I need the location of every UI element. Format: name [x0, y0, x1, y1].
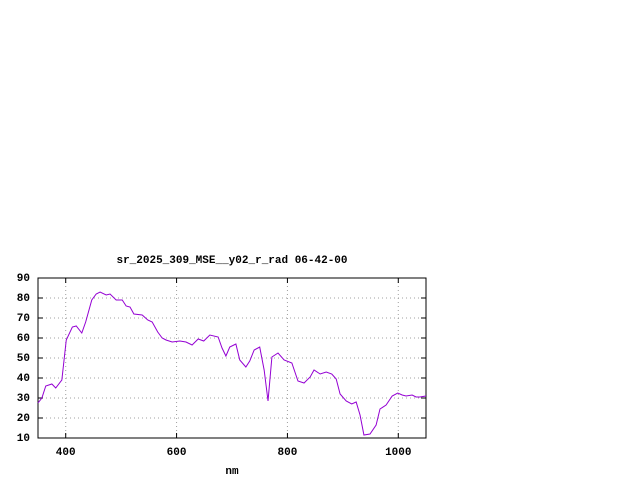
y-tick-label: 40: [17, 373, 30, 385]
plot-frame: [37, 277, 427, 439]
x-tick-label: 600: [167, 447, 187, 459]
data-line: [37, 291, 427, 436]
y-tick-label: 20: [17, 413, 30, 425]
x-axis-label: nm: [225, 466, 239, 478]
chart-title: sr_2025_309_MSE__y02_r_rad 06-42-00: [116, 255, 347, 267]
y-tick-label: 10: [17, 433, 30, 445]
y-tick-label: 50: [17, 353, 30, 365]
y-tick-label: 80: [17, 293, 30, 305]
y-tick-label: 70: [17, 313, 30, 325]
y-tick-label: 90: [17, 273, 30, 285]
y-tick-label: 60: [17, 333, 30, 345]
x-tick-label: 1000: [385, 447, 411, 459]
x-tick-label: 800: [278, 447, 298, 459]
y-tick-label: 30: [17, 393, 30, 405]
x-tick-label: 400: [56, 447, 76, 459]
